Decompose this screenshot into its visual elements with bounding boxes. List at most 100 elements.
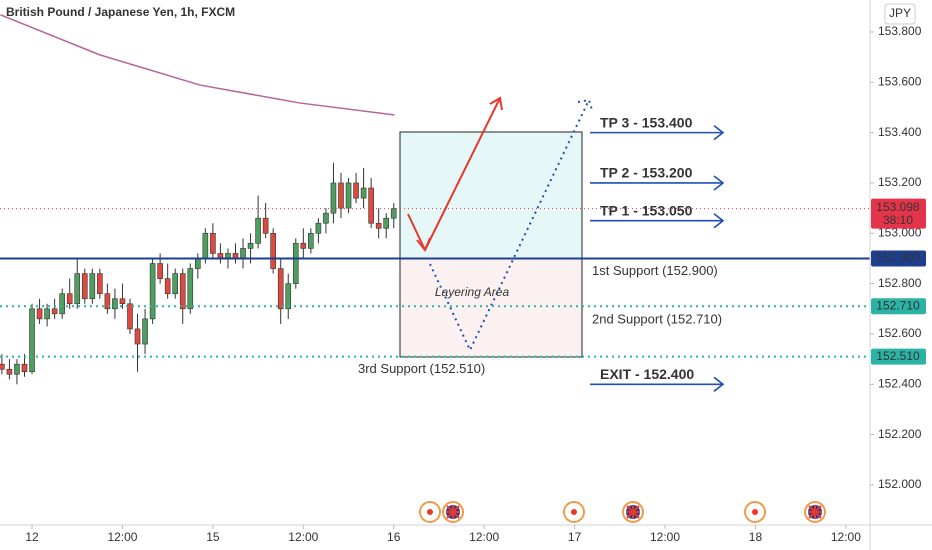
candle-body: [127, 303, 133, 330]
currency: JPY: [889, 6, 911, 20]
support-label: 3rd Support (152.510): [358, 361, 485, 376]
x-tick-label: 12:00: [650, 530, 680, 544]
arrow-head: [577, 98, 593, 111]
candle-body: [134, 328, 141, 345]
y-tick-label: 153.800: [878, 24, 922, 38]
x-tick-label: 18: [749, 530, 763, 544]
target-arrow-head: [713, 175, 725, 191]
support-label: 2nd Support (152.710): [592, 312, 722, 327]
candle-body: [112, 298, 118, 310]
price-label-bg: [871, 250, 926, 267]
y-tick-label: 153.400: [878, 125, 922, 139]
candle-body: [104, 293, 111, 310]
y-tick-label: 153.200: [878, 175, 922, 189]
candle-body: [119, 298, 126, 305]
candle-body: [292, 243, 299, 284]
current-price: 153.098: [876, 200, 920, 214]
current-price-bg: [871, 198, 926, 229]
x-tick-label: 12:00: [831, 530, 861, 544]
y-tick-label: 152.600: [878, 326, 922, 340]
y-tick-label: 152.800: [878, 276, 922, 290]
candle-body: [51, 308, 58, 315]
candle-body: [29, 308, 35, 373]
candle-body: [66, 293, 73, 305]
candle-body: [14, 363, 20, 375]
candle-body: [0, 363, 5, 370]
candle-body: [240, 248, 246, 259]
price-label: 152.710: [876, 298, 920, 312]
x-tick-label: 12:00: [469, 530, 499, 544]
candle-body: [345, 182, 352, 209]
zone-label: Layering Area: [435, 285, 510, 299]
x-tick-label: 17: [568, 530, 582, 544]
countdown: 38:10: [883, 213, 913, 227]
candle-body: [262, 217, 269, 234]
candle-body: [300, 243, 307, 249]
candle-body: [330, 182, 337, 214]
candle-body: [323, 212, 329, 224]
y-tick-label: 152.400: [878, 376, 922, 390]
event-icons: [419, 501, 826, 523]
x-tick-label: 12: [25, 530, 39, 544]
target-label: TP 2 - 153.200: [600, 165, 693, 181]
target-label: TP 3 - 153.400: [600, 114, 693, 130]
x-tick-label: 12:00: [288, 530, 318, 544]
candle-body: [164, 278, 171, 295]
candle-body: [89, 273, 96, 300]
candle-body: [270, 233, 276, 269]
price-label-bg: [871, 348, 926, 365]
price-label: 152.900: [876, 251, 920, 265]
candle-body: [81, 273, 88, 300]
candle-body: [338, 182, 344, 209]
y-tick-label: 153.600: [878, 74, 922, 88]
candle-body: [202, 233, 209, 259]
chart-title: British Pound / Japanese Yen, 1h, FXCM: [6, 5, 235, 19]
x-tick-label: 15: [206, 530, 220, 544]
y-tick-label: 152.200: [878, 427, 922, 441]
currency-box: [884, 3, 916, 25]
price-label-bg: [871, 298, 926, 315]
layering-zone: [399, 257, 583, 358]
candle-body: [44, 308, 50, 320]
y-tick-label: 153.000: [878, 225, 922, 239]
candle-body: [172, 273, 179, 295]
target-label: EXIT - 152.400: [600, 366, 694, 382]
target-zone: [399, 131, 583, 259]
price-label: 152.510: [876, 349, 920, 363]
candle-body: [255, 217, 261, 244]
candle-body: [277, 268, 284, 310]
candle-body: [195, 258, 201, 269]
candle-body: [97, 273, 103, 295]
x-tick-label: 12:00: [107, 530, 137, 544]
target-arrow-head: [713, 213, 725, 229]
y-tick-label: 152.000: [878, 477, 922, 491]
arrow-head: [489, 96, 503, 111]
candle-body: [179, 273, 186, 310]
candle-body: [368, 187, 374, 224]
candle-body: [187, 268, 194, 310]
candle-body: [285, 283, 292, 310]
projection-path: [429, 101, 589, 353]
target-arrow-head: [713, 376, 725, 392]
support-label: 1st Support (152.900): [592, 263, 718, 278]
moving-average: [0, 14, 395, 116]
candle-body: [383, 217, 390, 229]
candle-body: [247, 243, 254, 249]
annotations: TP 3 - 153.400 TP 2 - 153.200 TP 1 - 153.0…: [0, 114, 870, 392]
candle-body: [360, 187, 367, 199]
candle-body: [308, 233, 314, 249]
candle-body: [375, 222, 382, 229]
candle-body: [142, 318, 148, 345]
arrow: [407, 213, 426, 251]
candle-body: [21, 363, 28, 373]
candle-body: [36, 308, 43, 320]
candle-body: [59, 293, 65, 315]
x-tick-label: 16: [387, 530, 401, 544]
candle-body: [149, 263, 156, 320]
target-arrow-head: [713, 125, 725, 141]
candle-body: [6, 368, 13, 375]
candle-body: [390, 208, 397, 219]
candle-body: [353, 182, 359, 199]
candle-body: [315, 222, 322, 234]
